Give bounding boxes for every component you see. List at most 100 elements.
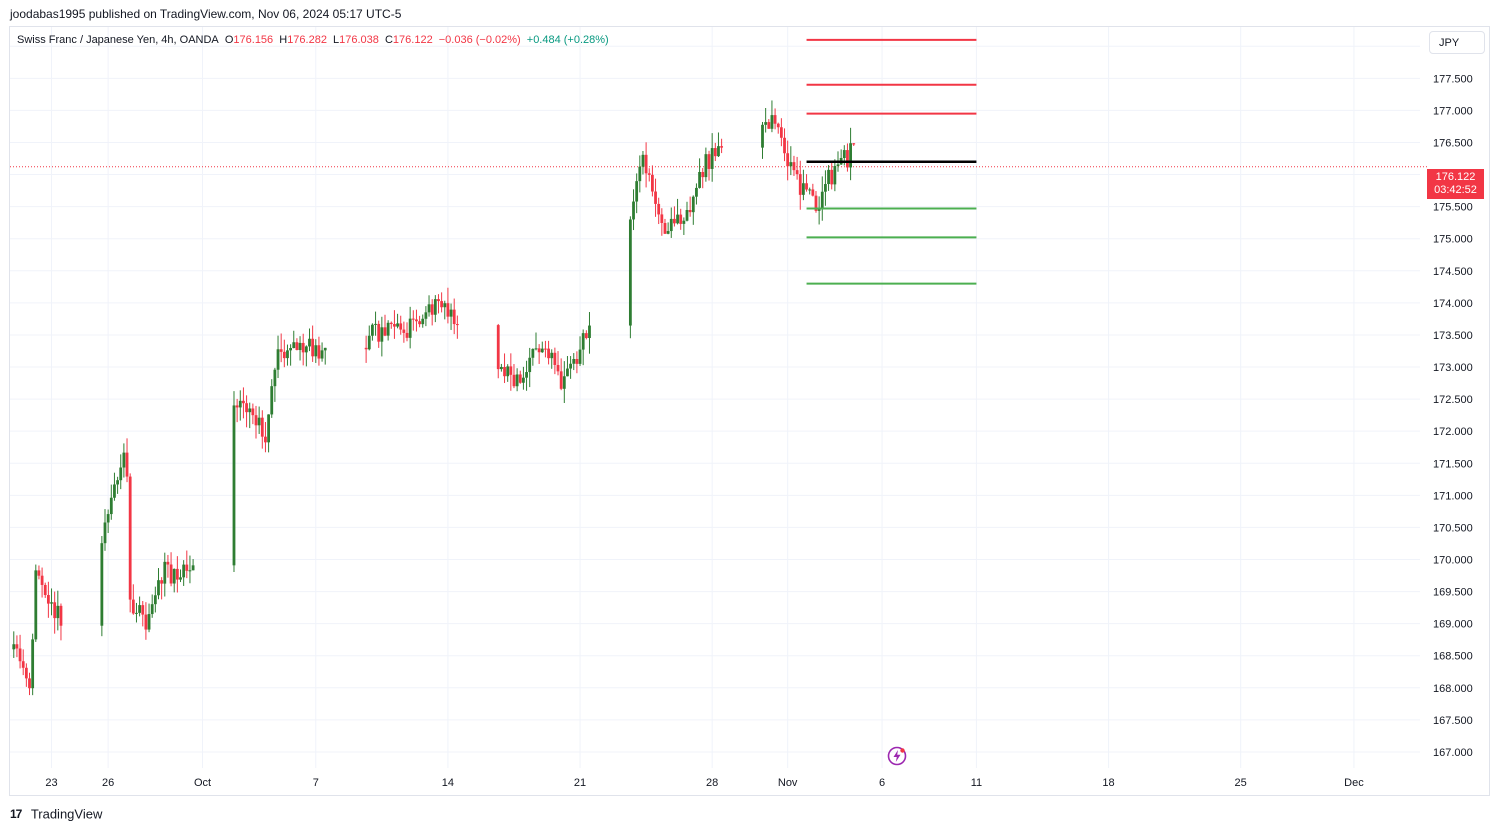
candle-body (518, 374, 522, 383)
candle-body (657, 203, 661, 215)
price-tick-label: 171.000 (1433, 490, 1473, 502)
candle-body (581, 333, 585, 350)
candle-body (773, 115, 777, 124)
candle-body (704, 154, 708, 178)
price-tick-label: 167.000 (1433, 747, 1473, 759)
price-tick-label: 177.000 (1433, 105, 1473, 117)
candle-body (251, 408, 255, 416)
candle-body (647, 173, 651, 175)
candle-body (270, 386, 274, 415)
candle-body (301, 342, 305, 353)
high-label: H (279, 34, 288, 46)
candle-body (46, 595, 50, 604)
candle-body (371, 324, 374, 336)
candle-body (191, 565, 195, 571)
candle-body (308, 338, 311, 347)
candle-body (257, 417, 261, 426)
candle-body (389, 322, 393, 325)
candle-body (188, 570, 192, 572)
candle-body (547, 348, 550, 359)
candles (12, 100, 856, 696)
candle-body (138, 605, 142, 613)
candle-body (805, 183, 808, 190)
symbol-legend: Swiss Franc / Japanese Yen, 4h, OANDA O1… (17, 34, 612, 46)
candle-body (28, 678, 31, 689)
candle-body (673, 218, 676, 224)
candle-body (411, 318, 415, 320)
candle-body (298, 342, 302, 351)
candle-body (122, 452, 126, 468)
candle-body (402, 329, 406, 333)
candle-body (160, 580, 164, 584)
candle-body (632, 201, 635, 220)
candle-body (811, 189, 815, 196)
candle-body (808, 189, 812, 191)
candle-body (443, 303, 447, 308)
candle-body (638, 166, 642, 182)
time-tick-label: 25 (1235, 777, 1247, 789)
chart-frame[interactable] (9, 26, 1490, 796)
candle-body (169, 564, 173, 584)
candle-body (455, 324, 459, 326)
open-label: O (224, 34, 234, 46)
high-value: 176.282 (287, 34, 327, 46)
candle-body (852, 143, 856, 145)
candle-body (512, 374, 516, 387)
candle-body (153, 595, 157, 605)
footer-branding[interactable]: 17 TradingView (10, 805, 102, 825)
candle-body (254, 415, 258, 426)
candle-body (566, 368, 569, 377)
price-axis[interactable]: 167.000 167.500 168.000 168.500 169.000 169.5… (1433, 41, 1473, 759)
candle-body (544, 348, 547, 350)
price-tick-label: 177.500 (1433, 73, 1473, 85)
candle-body (377, 323, 381, 342)
candle-body (242, 400, 245, 404)
candle-body (770, 115, 774, 129)
time-tick-label: 14 (442, 777, 454, 789)
candle-body (323, 347, 327, 351)
candle-body (304, 346, 308, 353)
candle-body (147, 614, 151, 630)
last-price-tag: 176.122 03:42:52 (1427, 169, 1484, 199)
candle-body (525, 372, 528, 378)
publisher-info: joodabas1995 published on TradingView.co… (10, 7, 402, 21)
candle-body (131, 599, 135, 614)
candle-body (289, 348, 293, 351)
candle-body (641, 154, 645, 167)
price-tick-label: 174.000 (1433, 298, 1473, 310)
time-axis[interactable]: 23 26 Oct 7 14 21 28 Nov 6 11 18 25 Dec (45, 777, 1364, 789)
flash-icon[interactable] (887, 746, 907, 766)
candle-body (669, 218, 673, 232)
candle-body (383, 327, 387, 336)
price-tick-label: 169.500 (1433, 587, 1473, 599)
candle-body (528, 357, 532, 373)
price-tick-label: 176.500 (1433, 137, 1473, 149)
candle-body (795, 170, 799, 175)
price-tick-label: 172.000 (1433, 426, 1473, 438)
candle-body (537, 348, 541, 353)
bar-change: −0.036 (−0.02%) (438, 34, 521, 46)
candle-body (50, 602, 53, 604)
candle-body (314, 345, 318, 357)
candle-body (698, 171, 701, 188)
price-tick-label: 169.000 (1433, 619, 1473, 631)
candle-body (100, 543, 104, 626)
time-tick-label: 11 (971, 777, 982, 789)
candle-body (364, 347, 368, 350)
candle-body (40, 575, 44, 585)
candle-body (446, 303, 450, 317)
price-tick-label: 170.500 (1433, 522, 1473, 534)
candle-body (814, 195, 818, 211)
currency-button[interactable]: JPY (1429, 31, 1485, 54)
time-tick-label: 7 (313, 777, 319, 789)
candle-body (59, 605, 63, 626)
candle-body (393, 324, 396, 327)
candle-body (141, 605, 145, 615)
candle-body (157, 580, 160, 596)
candle-body (588, 325, 591, 339)
candle-body (405, 332, 409, 338)
candle-body (135, 612, 138, 614)
candle-body (260, 417, 264, 437)
candle-body (707, 154, 711, 169)
